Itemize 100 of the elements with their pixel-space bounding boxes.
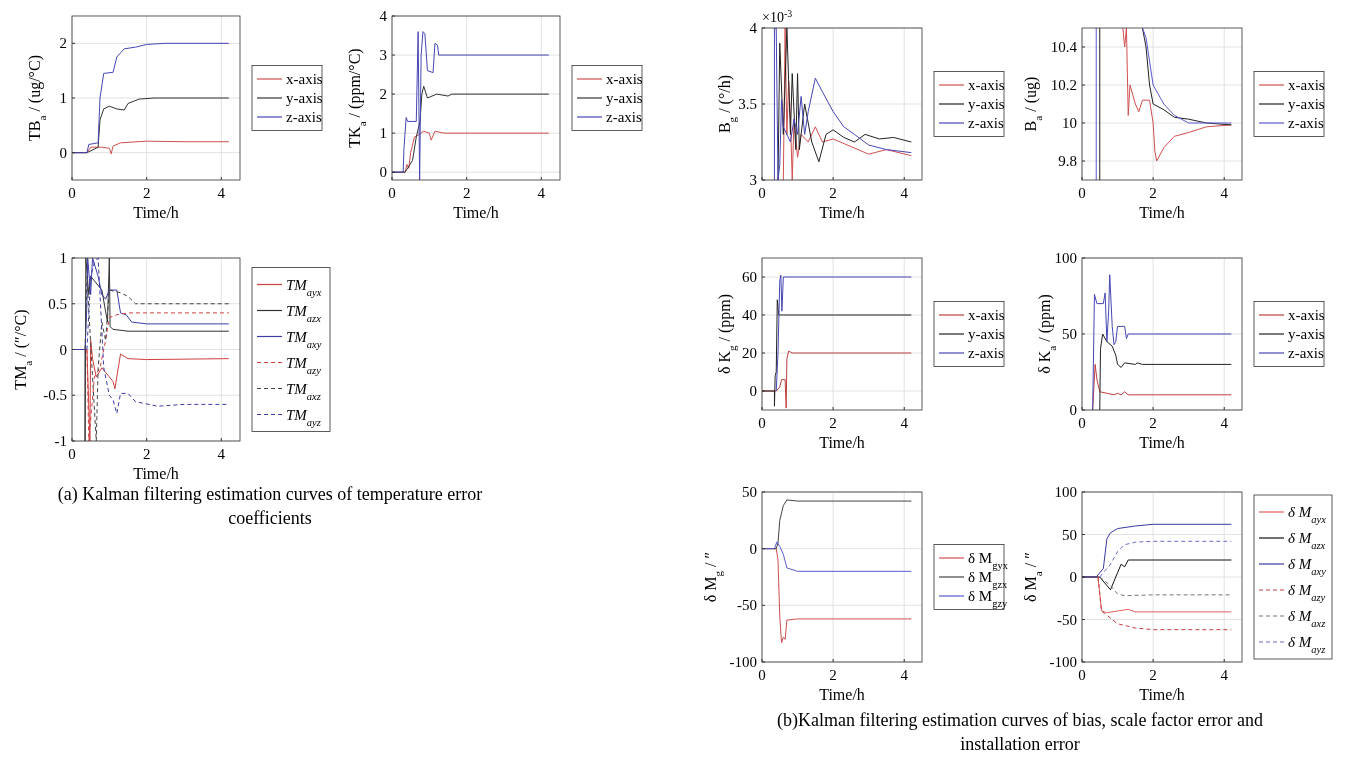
legend-label: y-axis [606,90,643,106]
x-axis-title: Time/h [453,204,499,221]
legend-label: δ M$_{ayx}$ [1288,504,1327,525]
line-series [84,275,230,441]
line-series [762,299,912,407]
x-axis-title: Time/h [133,465,179,482]
text: (a) Kalman filtering estimation curves of temperature error coefficients [57,484,483,528]
y-tick-label: 1 [59,90,67,106]
legend-label: z-axis [286,109,322,125]
y-tick-label: 0 [379,164,387,181]
legend-label: y-axis [968,96,1005,112]
legend-label: x-axis [968,307,1005,323]
x-tick-label: 2 [829,667,837,683]
y-tick-label: 100 [1054,250,1077,266]
legend-label: z-axis [968,345,1004,361]
x-tick-label: 2 [829,415,837,431]
y-tick-label: 20 [742,345,757,361]
legend-label: x-axis [1288,77,1325,93]
legend-label: TM$_{axy}$ [286,328,322,349]
y-tick-label: 2 [59,35,67,52]
y-tick-label: 50 [742,484,757,500]
x-tick-label: 2 [462,185,471,201]
x-tick-label: 4 [217,446,226,462]
legend-label: x-axis [968,77,1005,93]
legend-label: TM$_{axz}$ [286,380,321,401]
x-tick-label: 4 [900,667,909,683]
y-tick-label: 3 [379,47,387,64]
x-tick-label: 2 [142,185,151,201]
y-tick-label: 100 [1054,484,1077,500]
y-tick-label: 60 [742,269,757,285]
y-tick-label: 10 [1062,115,1077,131]
line-series [1092,274,1232,410]
y-tick-label: 0 [59,144,67,161]
text: (b)Kalman filtering estimation curves of bias, scale factor error and installation error [777,710,1263,754]
legend-label: y-axis [1288,326,1325,342]
line-series [1122,28,1232,162]
text: ×10$^{-3}$ [762,7,793,25]
x-tick-label: 2 [1149,185,1157,201]
x-tick-label: 4 [217,185,226,201]
x-axis-title: Time/h [1139,686,1185,703]
y-tick-label: 10.2 [1050,77,1077,93]
x-tick-label: 4 [900,415,909,431]
x-tick-label: 4 [900,185,909,201]
legend-label: δ M$_{azx}$ [1288,530,1326,551]
legend-label: TM$_{azy}$ [286,354,322,375]
y-tick-label: 0 [59,341,67,358]
y-tick-label: -100 [1049,654,1077,670]
y-tick-label: 1 [59,250,67,266]
legend-label: δ M$_{azy}$ [1288,582,1326,603]
x-axis-title: Time/h [819,686,865,703]
y-tick-label: 0 [749,540,757,557]
y-tick-label: 40 [742,307,757,323]
x-tick-label: 2 [1149,415,1157,431]
y-tick-label: -50 [737,597,757,614]
y-tick-label: 3.5 [738,96,757,112]
line-series [762,541,912,572]
x-axis-title: Time/h [1139,434,1185,451]
x-axis-title: Time/h [819,204,865,221]
y-tick-label: 0 [1069,402,1077,418]
legend-label: y-axis [1288,96,1325,112]
line-series [1099,333,1232,410]
x-tick-label: 4 [1220,667,1229,683]
y-tick-label: 0 [749,383,757,399]
x-axis-title: Time/h [1139,204,1185,221]
line-series [72,42,230,154]
legend-label: y-axis [286,90,323,106]
y-tick-label: 50 [1062,526,1077,543]
y-tick-label: -0.5 [43,387,67,404]
legend-label: δ M$_{ayz}$ [1288,634,1326,655]
legend-label: x-axis [1288,307,1325,323]
legend-label: z-axis [1288,115,1324,131]
x-tick-label: 2 [142,446,151,462]
line-series [1082,523,1232,578]
y-tick-label: 2 [379,86,387,103]
y-tick-label: 3 [749,172,757,188]
y-tick-label: -100 [729,654,757,670]
y-tick-label: -50 [1057,611,1077,628]
legend-label: δ M$_{axz}$ [1288,608,1326,629]
line-series [1097,576,1232,631]
legend-label: z-axis [1288,345,1324,361]
legend-label: z-axis [606,109,642,125]
x-tick-label: 4 [1220,185,1229,201]
line-series [775,274,912,392]
x-axis-title: Time/h [819,434,865,451]
legend-label: z-axis [968,115,1004,131]
legend-label: x-axis [286,71,323,87]
y-tick-label: 10.4 [1050,39,1078,55]
y-tick-label: 1 [379,125,387,142]
legend-label: TM$_{ayz}$ [286,406,321,427]
legend-label: TM$_{azx}$ [286,302,322,323]
legend-label: δ M$_{axy}$ [1288,556,1327,577]
x-tick-label: 2 [829,185,837,201]
x-axis-title: Time/h [133,204,179,221]
line-series [392,31,550,180]
legend-label: x-axis [606,71,643,87]
line-series [1099,540,1232,578]
y-tick-label: 0.5 [48,295,67,312]
legend-label: TM$_{ayx}$ [286,276,322,297]
legend-label: δ M$_{gyx}$ [968,550,1009,571]
line-series [86,312,230,441]
